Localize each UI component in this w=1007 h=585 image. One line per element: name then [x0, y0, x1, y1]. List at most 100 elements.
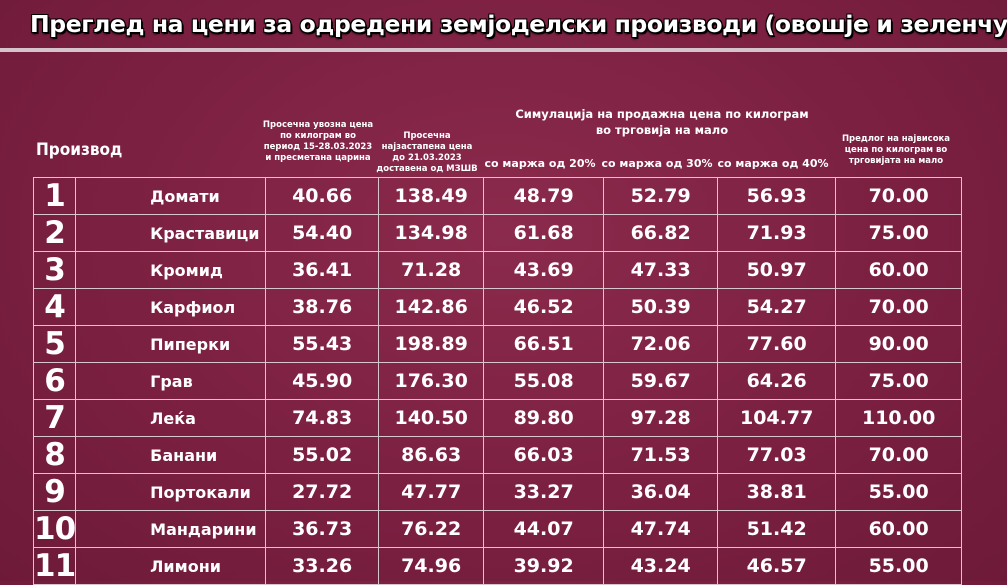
margin-20-cell: 46.52	[483, 288, 605, 326]
margin-20-cell: 39.92	[483, 547, 605, 585]
margin-20-cell: 66.03	[483, 436, 605, 474]
header-margin-20: со маржа од 20%	[484, 157, 596, 170]
proposal-price-cell: 70.00	[835, 436, 963, 474]
product-name: Домати	[75, 177, 267, 215]
table-row: 5 Пиперки 55.43 198.89 66.51 72.06 77.60 90.00	[32, 325, 963, 363]
product-name: Кромид	[75, 251, 267, 289]
margin-40-cell: 50.97	[717, 251, 837, 289]
row-number: 2	[32, 214, 77, 252]
margin-20-cell: 61.68	[483, 214, 605, 252]
import-price-cell: 40.66	[265, 177, 380, 215]
product-name: Краставици	[75, 214, 267, 252]
margin-30-cell: 47.33	[603, 251, 719, 289]
margin-30-cell: 52.79	[603, 177, 719, 215]
table-row: 8 Банани 55.02 86.63 66.03 71.53 77.03 70.00	[32, 436, 963, 474]
product-name: Карфиол	[75, 288, 267, 326]
margin-30-cell: 97.28	[603, 399, 719, 437]
margin-40-cell: 77.60	[717, 325, 837, 363]
product-name: Мандарини	[75, 510, 267, 548]
import-price-cell: 74.83	[265, 399, 380, 437]
proposal-price-cell: 55.00	[835, 473, 963, 511]
margin-40-cell: 64.26	[717, 362, 837, 400]
proposal-price-cell: 60.00	[835, 510, 963, 548]
row-number: 10	[32, 510, 77, 548]
proposal-price-cell: 70.00	[835, 288, 963, 326]
proposal-price-cell: 90.00	[835, 325, 963, 363]
import-price-cell: 27.72	[265, 473, 380, 511]
max-price-cell: 198.89	[378, 325, 485, 363]
page-title: Преглед на цени за одредени земјоделски …	[30, 10, 1007, 38]
margin-40-cell: 56.93	[717, 177, 837, 215]
margin-20-cell: 43.69	[483, 251, 605, 289]
table-row: 3 Кромид 36.41 71.28 43.69 47.33 50.97 60.00	[32, 251, 963, 289]
proposal-price-cell: 60.00	[835, 251, 963, 289]
price-table: 1 Домати 40.66 138.49 48.79 52.79 56.93 70.00 2 К…	[32, 177, 963, 585]
product-name: Пиперки	[75, 325, 267, 363]
row-number: 7	[32, 399, 77, 437]
margin-30-cell: 71.53	[603, 436, 719, 474]
header-margin-40: со маржа од 40%	[717, 157, 829, 170]
table-row: 10 Мандарини 36.73 76.22 44.07 47.74 51.42 60.0…	[32, 510, 963, 548]
header-simulation: Симулација на продажна цена по килограм …	[515, 107, 809, 137]
row-number: 8	[32, 436, 77, 474]
header-proposal: Предлог на највисока цена по килограм во…	[841, 134, 951, 166]
margin-20-cell: 33.27	[483, 473, 605, 511]
table-row: 6 Грав 45.90 176.30 55.08 59.67 64.26 75.00	[32, 362, 963, 400]
table-row: 4 Карфиол 38.76 142.86 46.52 50.39 54.27 70.00	[32, 288, 963, 326]
max-price-cell: 140.50	[378, 399, 485, 437]
max-price-cell: 176.30	[378, 362, 485, 400]
product-name: Банани	[75, 436, 267, 474]
product-name: Грав	[75, 362, 267, 400]
table-row: 7 Леќа 74.83 140.50 89.80 97.28 104.77 110.00	[32, 399, 963, 437]
table-row: 11 Лимони 33.26 74.96 39.92 43.24 46.57 55.00	[32, 547, 963, 585]
max-price-cell: 74.96	[378, 547, 485, 585]
margin-20-cell: 55.08	[483, 362, 605, 400]
proposal-price-cell: 75.00	[835, 362, 963, 400]
margin-40-cell: 51.42	[717, 510, 837, 548]
header-margin-30: со маржа од 30%	[601, 157, 713, 170]
import-price-cell: 36.41	[265, 251, 380, 289]
import-price-cell: 36.73	[265, 510, 380, 548]
margin-30-cell: 50.39	[603, 288, 719, 326]
import-price-cell: 55.43	[265, 325, 380, 363]
max-price-cell: 134.98	[378, 214, 485, 252]
proposal-price-cell: 55.00	[835, 547, 963, 585]
title-underline	[0, 48, 1007, 52]
margin-40-cell: 77.03	[717, 436, 837, 474]
table-row: 2 Краставици 54.40 134.98 61.68 66.82 71.93 75.…	[32, 214, 963, 252]
price-table-body: 1 Домати 40.66 138.49 48.79 52.79 56.93 70.00 2 К…	[32, 177, 963, 585]
row-number: 4	[32, 288, 77, 326]
max-price-cell: 86.63	[378, 436, 485, 474]
margin-30-cell: 72.06	[603, 325, 719, 363]
max-price-cell: 138.49	[378, 177, 485, 215]
import-price-cell: 38.76	[265, 288, 380, 326]
header-max-price: Просечна најзастапена цена до 21.03.2023…	[376, 131, 478, 174]
margin-30-cell: 66.82	[603, 214, 719, 252]
margin-40-cell: 104.77	[717, 399, 837, 437]
product-name: Портокали	[75, 473, 267, 511]
table-row: 9 Портокали 27.72 47.77 33.27 36.04 38.81 55.00	[32, 473, 963, 511]
margin-20-cell: 44.07	[483, 510, 605, 548]
row-number: 1	[32, 177, 77, 215]
margin-40-cell: 46.57	[717, 547, 837, 585]
margin-20-cell: 48.79	[483, 177, 605, 215]
max-price-cell: 142.86	[378, 288, 485, 326]
import-price-cell: 54.40	[265, 214, 380, 252]
margin-30-cell: 43.24	[603, 547, 719, 585]
margin-40-cell: 38.81	[717, 473, 837, 511]
max-price-cell: 71.28	[378, 251, 485, 289]
import-price-cell: 55.02	[265, 436, 380, 474]
header-import-price: Просечна увозна цена по килограм во пери…	[262, 120, 374, 163]
row-number: 9	[32, 473, 77, 511]
margin-30-cell: 36.04	[603, 473, 719, 511]
row-number: 3	[32, 251, 77, 289]
margin-20-cell: 89.80	[483, 399, 605, 437]
table-row: 1 Домати 40.66 138.49 48.79 52.79 56.93 70.00	[32, 177, 963, 215]
max-price-cell: 76.22	[378, 510, 485, 548]
margin-20-cell: 66.51	[483, 325, 605, 363]
proposal-price-cell: 75.00	[835, 214, 963, 252]
proposal-price-cell: 110.00	[835, 399, 963, 437]
import-price-cell: 33.26	[265, 547, 380, 585]
row-number: 5	[32, 325, 77, 363]
header-product: Производ	[36, 140, 123, 160]
